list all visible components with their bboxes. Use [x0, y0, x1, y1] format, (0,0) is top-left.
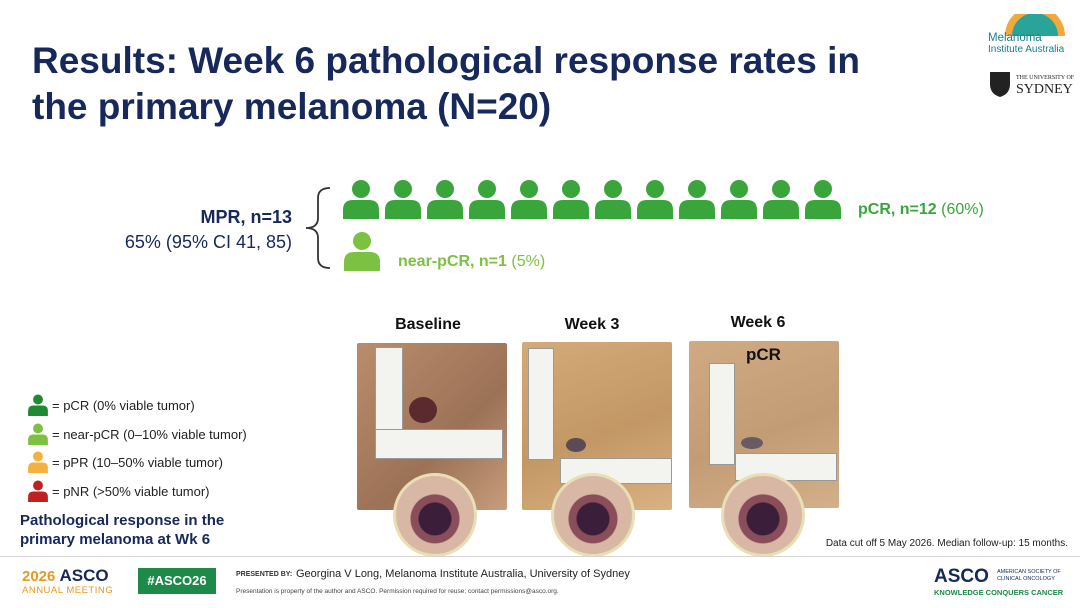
near-pcr-label: near-pCR, n=1 (5%)	[398, 253, 545, 271]
title-line: Results: Week 6 pathological response ra…	[32, 40, 860, 81]
pcr-count: pCR, n=12	[858, 201, 937, 218]
mpr-detail: 65% (95% CI 41, 85)	[124, 232, 292, 252]
dermoscopy	[551, 473, 635, 557]
meeting-name: ASCO	[59, 566, 109, 585]
lesion	[409, 397, 437, 423]
asco-sub-line: CLINICAL ONCOLOGY	[997, 576, 1055, 582]
person-icon	[763, 179, 799, 219]
person-icon	[427, 179, 463, 219]
person-icon	[721, 179, 757, 219]
person-icon	[637, 179, 673, 219]
person-icon	[805, 179, 841, 219]
person-icon	[28, 480, 48, 502]
legend-text: = pCR (0% viable tumor)	[52, 398, 195, 413]
mia-logo-mark	[1005, 14, 1065, 36]
sydney-logo: THE UNIVERSITY OF SYDNEY	[1016, 72, 1075, 97]
dermoscopy	[721, 473, 805, 557]
near-pcr-pct: (5%)	[511, 253, 546, 270]
logo-text: THE UNIVERSITY OF	[1016, 75, 1075, 81]
asco-sub-line: AMERICAN SOCIETY OF	[997, 569, 1061, 575]
meeting-year: 2026	[22, 568, 56, 585]
legend-text: = near-pCR (0–10% viable tumor)	[52, 426, 247, 442]
presenter: Georgina V Long, Melanoma Institute Aust…	[296, 568, 630, 580]
person-icon	[28, 451, 48, 473]
hashtag: #ASCO26	[138, 568, 216, 594]
ruler	[375, 429, 503, 459]
logo-text: Melanoma	[988, 32, 1042, 44]
person-icon	[553, 179, 589, 219]
mia-logo: Melanoma Institute Australia	[988, 32, 1064, 56]
dermoscopy	[393, 473, 477, 557]
photo-label: Baseline	[395, 316, 461, 333]
legend-text: = pNR (>50% viable tumor)	[52, 483, 210, 499]
photo-label: Week 6	[730, 314, 786, 331]
pcr-label: pCR, n=12 (60%)	[858, 201, 984, 219]
title: Results: Week 6 pathological response ra…	[32, 38, 860, 130]
asco-logo: ASCO	[934, 566, 989, 587]
caption: Pathological response in the primary mel…	[20, 511, 224, 549]
person-icon	[511, 179, 547, 219]
meeting-sub: ANNUAL MEETING	[22, 585, 114, 596]
near-pcr-count: near-pCR, n=1	[398, 253, 507, 270]
photo-label: Week 3	[564, 316, 620, 333]
near-pcr-icon	[344, 231, 380, 271]
title-line: the primary melanoma (N=20)	[32, 86, 552, 127]
mpr-label: MPR, n=13	[200, 207, 292, 227]
legend-text: = pPR (10–50% viable tumor)	[52, 455, 223, 470]
presented-by: PRESENTED BY:	[236, 571, 293, 578]
ruler	[528, 348, 554, 460]
person-icon	[28, 423, 48, 445]
person-icon	[595, 179, 631, 219]
photo-overlay: pCR	[746, 345, 781, 364]
pcr-pct: (60%)	[941, 201, 984, 218]
logo-text: Institute Australia	[988, 44, 1065, 55]
lesion	[741, 437, 763, 449]
asco-sub: AMERICAN SOCIETY OF CLINICAL ONCOLOGY	[997, 569, 1061, 583]
meeting-logo: 2026 ASCO	[22, 566, 109, 586]
person-icon	[28, 394, 48, 416]
footnote: Data cut off 5 May 2026. Median follow-u…	[825, 538, 1068, 549]
person-icon	[679, 179, 715, 219]
ruler	[709, 363, 735, 465]
footer-rule	[0, 556, 1080, 557]
logo-text: SYDNEY	[1016, 82, 1073, 97]
tagline: KNOWLEDGE CONQUERS CANCER	[934, 588, 1064, 597]
person-icon	[469, 179, 505, 219]
lesion	[566, 438, 586, 452]
brace	[305, 187, 331, 269]
notice: Presentation is property of the author a…	[236, 588, 559, 595]
person-icon	[343, 179, 379, 219]
caption-line: Pathological response in the	[20, 512, 225, 529]
sydney-crest	[990, 72, 1010, 97]
person-icon	[385, 179, 421, 219]
caption-line: primary melanoma at Wk 6	[20, 531, 211, 548]
